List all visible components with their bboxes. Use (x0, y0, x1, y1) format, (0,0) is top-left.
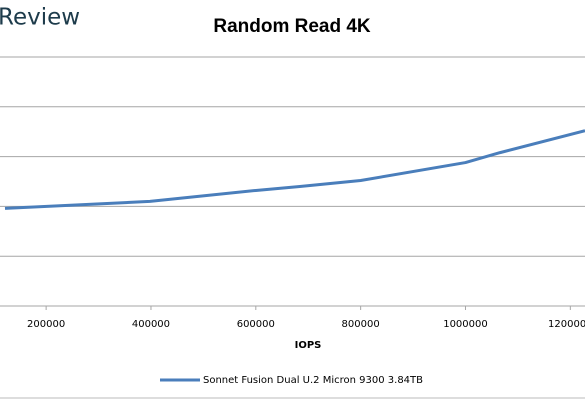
legend-label: Sonnet Fusion Dual U.2 Micron 9300 3.84T… (203, 375, 423, 386)
x-tick-label: 200000 (27, 319, 65, 330)
x-tick-label: 800000 (342, 319, 380, 330)
x-tick-label: 600000 (237, 319, 275, 330)
x-tick-label: 1200000 (548, 319, 585, 330)
x-axis-title: IOPS (295, 340, 322, 351)
x-tick-label: 1000000 (443, 319, 488, 330)
brand: Review (0, 5, 80, 31)
chart-title: Random Read 4K (213, 16, 371, 37)
x-tick-label: 400000 (132, 319, 170, 330)
data-line (4, 129, 585, 210)
